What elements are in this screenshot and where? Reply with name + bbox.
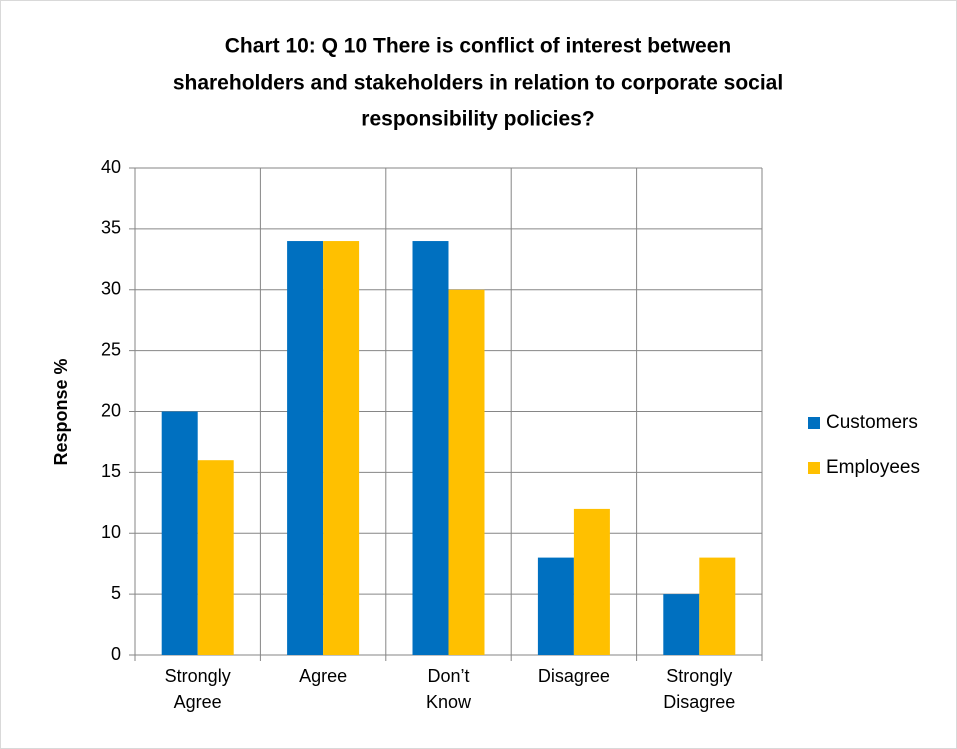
- y-tick-label: 0: [111, 644, 121, 664]
- bar: [663, 594, 700, 655]
- bar: [323, 241, 360, 656]
- y-tick-label: 35: [101, 218, 121, 238]
- y-axis-label: Response %: [51, 358, 71, 465]
- bar: [412, 241, 449, 656]
- legend-label: Employees: [826, 457, 920, 478]
- x-tick-label: Strongly Agree: [164, 666, 231, 712]
- y-tick-label: 20: [101, 400, 121, 420]
- y-tick-label: 25: [101, 339, 121, 359]
- chart-title: responsibility policies?: [361, 108, 594, 131]
- bar: [197, 460, 234, 655]
- bar: [537, 557, 574, 655]
- y-tick-label: 5: [111, 583, 121, 603]
- y-tick-label: 15: [101, 461, 121, 481]
- x-tick-label: Don’t Know: [425, 666, 472, 712]
- x-tick-label: Agree: [299, 666, 348, 686]
- bar: [573, 508, 610, 655]
- legend-swatch: [808, 462, 820, 474]
- chart-title: Chart 10: Q 10 There is conflict of inte…: [225, 35, 731, 58]
- bar: [699, 557, 736, 655]
- y-tick-label: 40: [101, 157, 121, 177]
- bar: [287, 241, 324, 656]
- legend-swatch: [808, 417, 820, 429]
- bar: [161, 411, 198, 655]
- y-tick-label: 10: [101, 522, 121, 542]
- y-tick-label: 30: [101, 279, 121, 299]
- x-tick-label: Disagree: [537, 666, 610, 686]
- x-tick-label: Strongly Disagree: [663, 666, 736, 712]
- bar: [448, 289, 485, 655]
- legend-label: Customers: [826, 412, 918, 433]
- chart-title: shareholders and stakeholders in relatio…: [173, 72, 783, 95]
